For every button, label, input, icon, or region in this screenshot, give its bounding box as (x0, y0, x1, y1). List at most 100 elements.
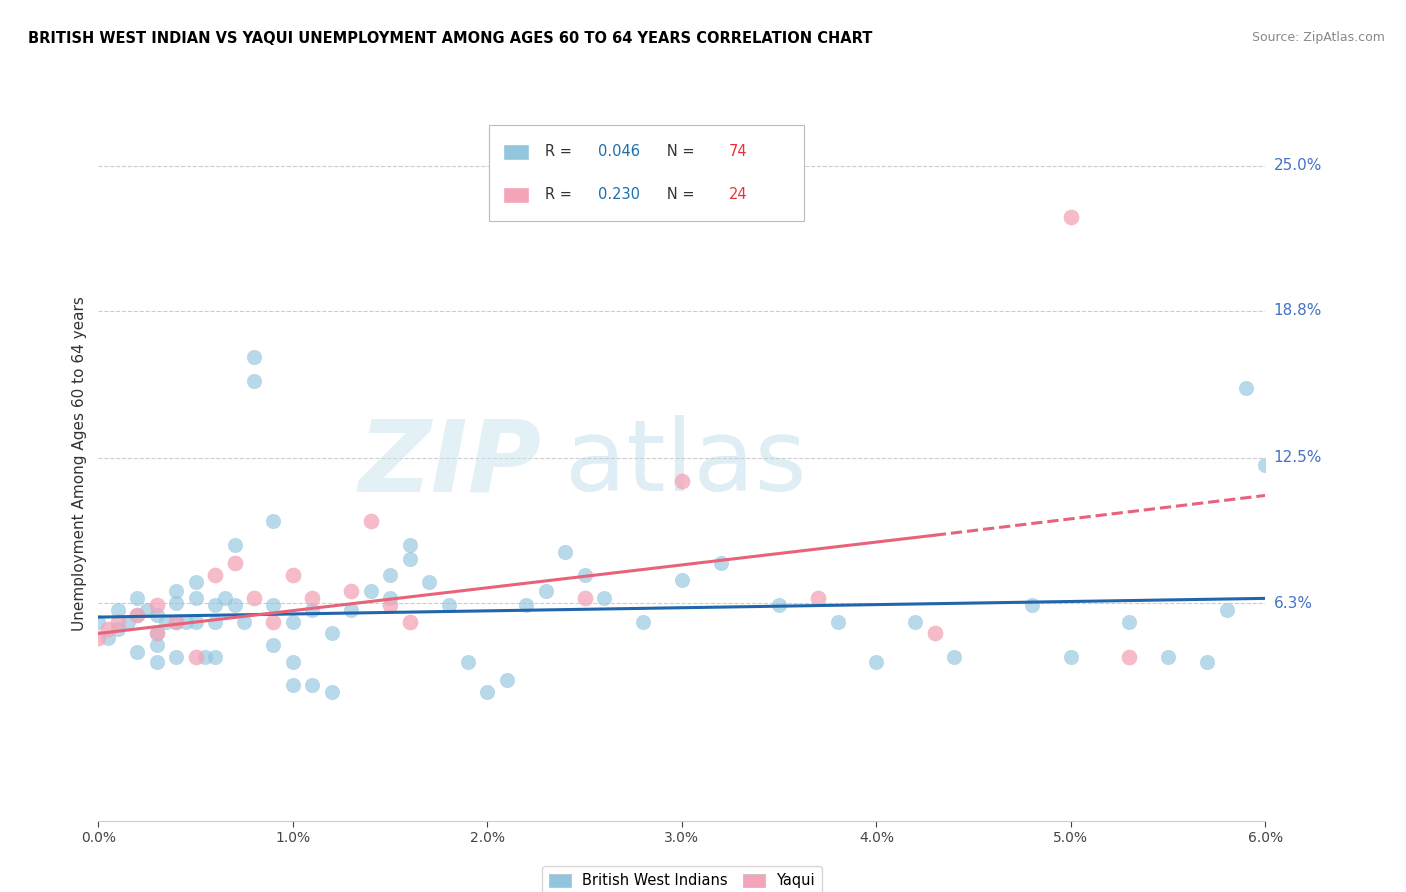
Point (1118, 649, 1140, 664)
Text: N =: N = (652, 145, 699, 160)
Text: 0.230: 0.230 (598, 187, 640, 202)
Point (146, 638, 169, 652)
Point (107, 615, 129, 629)
Point (184, 615, 207, 629)
Point (184, 574, 207, 589)
Point (165, 615, 187, 629)
Point (340, 603, 363, 617)
Point (281, 678, 304, 692)
Point (768, 599, 790, 613)
Point (904, 615, 927, 629)
Point (943, 649, 966, 664)
Point (127, 607, 149, 622)
Point (534, 584, 557, 599)
Point (398, 615, 420, 629)
Point (107, 622, 129, 636)
Point (1215, 603, 1237, 617)
Point (1060, 210, 1083, 224)
Point (184, 591, 207, 606)
Point (243, 374, 266, 388)
Point (194, 649, 217, 664)
Y-axis label: Unemployment Among Ages 60 to 64 years: Unemployment Among Ages 60 to 64 years (72, 296, 87, 632)
Point (865, 655, 887, 669)
Point (398, 537, 420, 551)
Point (340, 584, 363, 599)
Point (262, 615, 284, 629)
Point (360, 514, 382, 528)
Point (214, 591, 236, 606)
Text: Source: ZipAtlas.com: Source: ZipAtlas.com (1251, 31, 1385, 45)
Point (174, 615, 197, 629)
Point (496, 673, 519, 688)
Point (301, 591, 323, 606)
Point (155, 615, 177, 629)
Point (1195, 655, 1218, 669)
Point (87, 631, 110, 645)
Point (165, 584, 187, 599)
Text: ZIP: ZIP (359, 416, 541, 512)
Text: 12.5%: 12.5% (1274, 450, 1322, 466)
Point (136, 603, 159, 617)
Point (281, 568, 304, 582)
Point (574, 591, 596, 606)
Point (127, 591, 149, 606)
Point (184, 649, 207, 664)
Point (224, 537, 246, 551)
Point (281, 655, 304, 669)
Point (281, 615, 304, 629)
Text: 0.046: 0.046 (598, 145, 640, 160)
Point (378, 568, 402, 582)
Point (97, 622, 120, 636)
Point (593, 591, 616, 606)
Point (146, 626, 169, 640)
Point (127, 645, 149, 659)
Text: 25.0%: 25.0% (1274, 158, 1322, 173)
FancyBboxPatch shape (489, 125, 804, 221)
Point (1157, 649, 1180, 664)
Point (165, 615, 187, 629)
Point (165, 596, 187, 610)
Point (378, 591, 402, 606)
Point (924, 626, 946, 640)
Point (554, 544, 576, 558)
Point (807, 591, 830, 606)
Point (671, 573, 693, 587)
Point (146, 599, 169, 613)
Point (1234, 381, 1257, 395)
Point (146, 655, 169, 669)
Point (262, 599, 284, 613)
Point (437, 599, 460, 613)
Point (107, 603, 129, 617)
Point (87, 615, 110, 629)
Point (146, 607, 169, 622)
Point (360, 584, 382, 599)
Point (243, 351, 266, 365)
Point (233, 615, 256, 629)
Text: atlas: atlas (565, 416, 807, 512)
Legend: British West Indians, Yaqui: British West Indians, Yaqui (541, 866, 823, 892)
Point (671, 475, 693, 489)
Text: 24: 24 (728, 187, 747, 202)
Point (710, 556, 733, 570)
Point (1060, 649, 1083, 664)
Point (165, 649, 187, 664)
Point (204, 649, 226, 664)
Point (321, 685, 343, 699)
Point (224, 599, 246, 613)
Point (418, 574, 440, 589)
Text: BRITISH WEST INDIAN VS YAQUI UNEMPLOYMENT AMONG AGES 60 TO 64 YEARS CORRELATION : BRITISH WEST INDIAN VS YAQUI UNEMPLOYMEN… (28, 31, 873, 46)
Text: 74: 74 (728, 145, 747, 160)
Text: R =: R = (546, 145, 576, 160)
Point (243, 591, 266, 606)
Point (378, 599, 402, 613)
Point (1118, 615, 1140, 629)
Point (204, 599, 226, 613)
Point (631, 615, 654, 629)
Point (1254, 458, 1277, 472)
Bar (503, 187, 529, 202)
Point (301, 603, 323, 617)
Point (262, 514, 284, 528)
Point (321, 626, 343, 640)
Point (224, 556, 246, 570)
Point (477, 685, 499, 699)
